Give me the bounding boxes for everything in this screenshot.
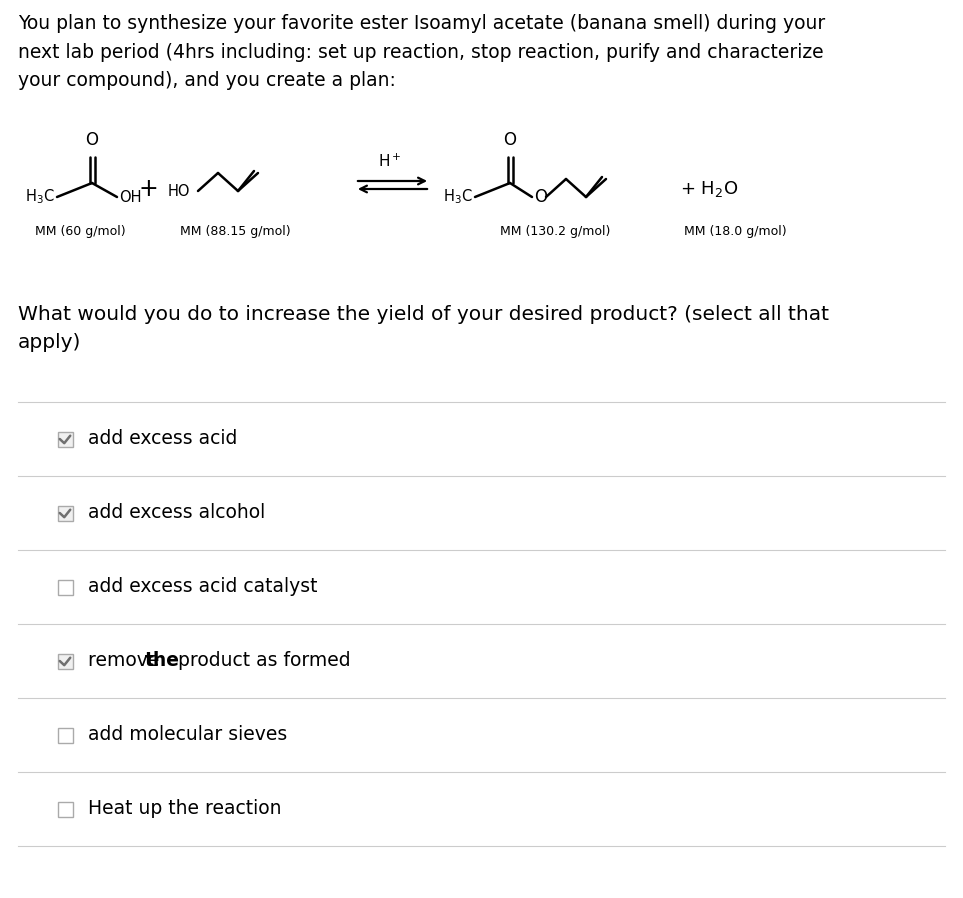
Text: O: O <box>534 188 547 206</box>
Text: MM (60 g/mol): MM (60 g/mol) <box>35 225 125 238</box>
Text: H$_3$C: H$_3$C <box>25 188 55 207</box>
Text: MM (130.2 g/mol): MM (130.2 g/mol) <box>500 225 611 238</box>
Text: What would you do to increase the yield of your desired product? (select all tha: What would you do to increase the yield … <box>18 305 829 352</box>
Text: the: the <box>145 652 180 671</box>
Text: add molecular sieves: add molecular sieves <box>88 726 287 744</box>
Text: You plan to synthesize your favorite ester Isoamyl acetate (banana smell) during: You plan to synthesize your favorite est… <box>18 14 825 91</box>
Text: H$^+$: H$^+$ <box>378 153 402 170</box>
Text: add excess acid: add excess acid <box>88 429 237 448</box>
Text: + H$_2$O: + H$_2$O <box>680 179 739 199</box>
Text: HO: HO <box>168 183 191 198</box>
Bar <box>58 654 72 668</box>
Text: Heat up the reaction: Heat up the reaction <box>88 799 281 818</box>
Bar <box>58 727 72 743</box>
Text: OH: OH <box>119 189 142 205</box>
Text: add excess acid catalyst: add excess acid catalyst <box>88 577 318 596</box>
Text: MM (18.0 g/mol): MM (18.0 g/mol) <box>684 225 787 238</box>
Bar <box>58 802 72 816</box>
Text: +: + <box>138 177 158 201</box>
Text: H$_3$C: H$_3$C <box>443 188 473 207</box>
Text: add excess alcohol: add excess alcohol <box>88 504 265 523</box>
Text: O: O <box>86 131 98 149</box>
Bar <box>58 579 72 594</box>
Text: O: O <box>504 131 516 149</box>
Text: product as formed: product as formed <box>172 652 351 671</box>
Bar <box>58 506 72 521</box>
Text: remove: remove <box>88 652 166 671</box>
Text: MM (88.15 g/mol): MM (88.15 g/mol) <box>180 225 290 238</box>
Bar <box>58 432 72 446</box>
